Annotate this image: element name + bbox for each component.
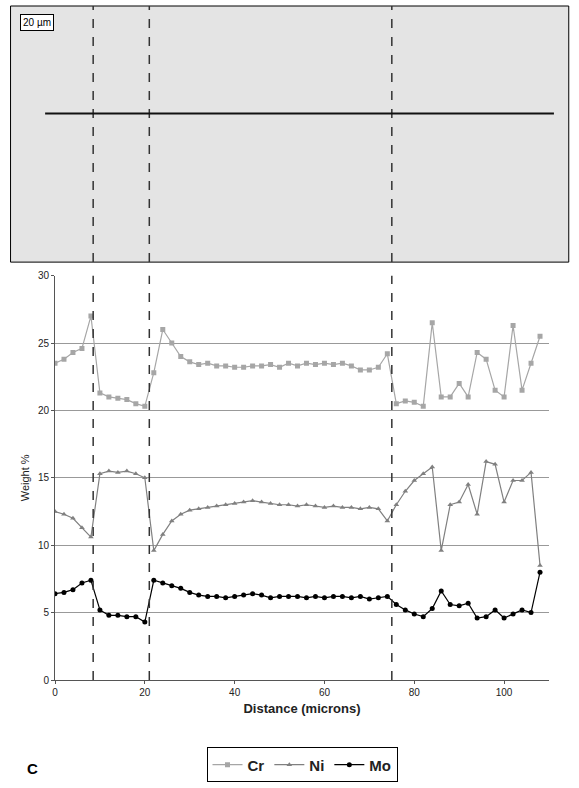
svg-text:0: 0 (43, 675, 49, 686)
svg-text:80: 80 (409, 687, 421, 698)
svg-text:0: 0 (52, 687, 58, 698)
svg-text:60: 60 (319, 687, 331, 698)
svg-text:Weight %: Weight % (19, 454, 31, 501)
svg-text:15: 15 (38, 472, 50, 483)
svg-text:Ni: Ni (309, 757, 324, 774)
svg-text:5: 5 (43, 607, 49, 618)
svg-text:40: 40 (229, 687, 241, 698)
svg-text:C: C (27, 760, 38, 777)
svg-text:100: 100 (496, 687, 513, 698)
svg-text:Mo: Mo (369, 757, 391, 774)
svg-text:20: 20 (139, 687, 151, 698)
svg-text:Distance (microns): Distance (microns) (243, 701, 360, 716)
svg-text:10: 10 (38, 540, 50, 551)
svg-text:30: 30 (38, 270, 50, 281)
svg-text:25: 25 (38, 338, 50, 349)
svg-text:20: 20 (38, 405, 50, 416)
svg-text:Cr: Cr (248, 757, 265, 774)
svg-text:20 µm: 20 µm (23, 17, 51, 28)
